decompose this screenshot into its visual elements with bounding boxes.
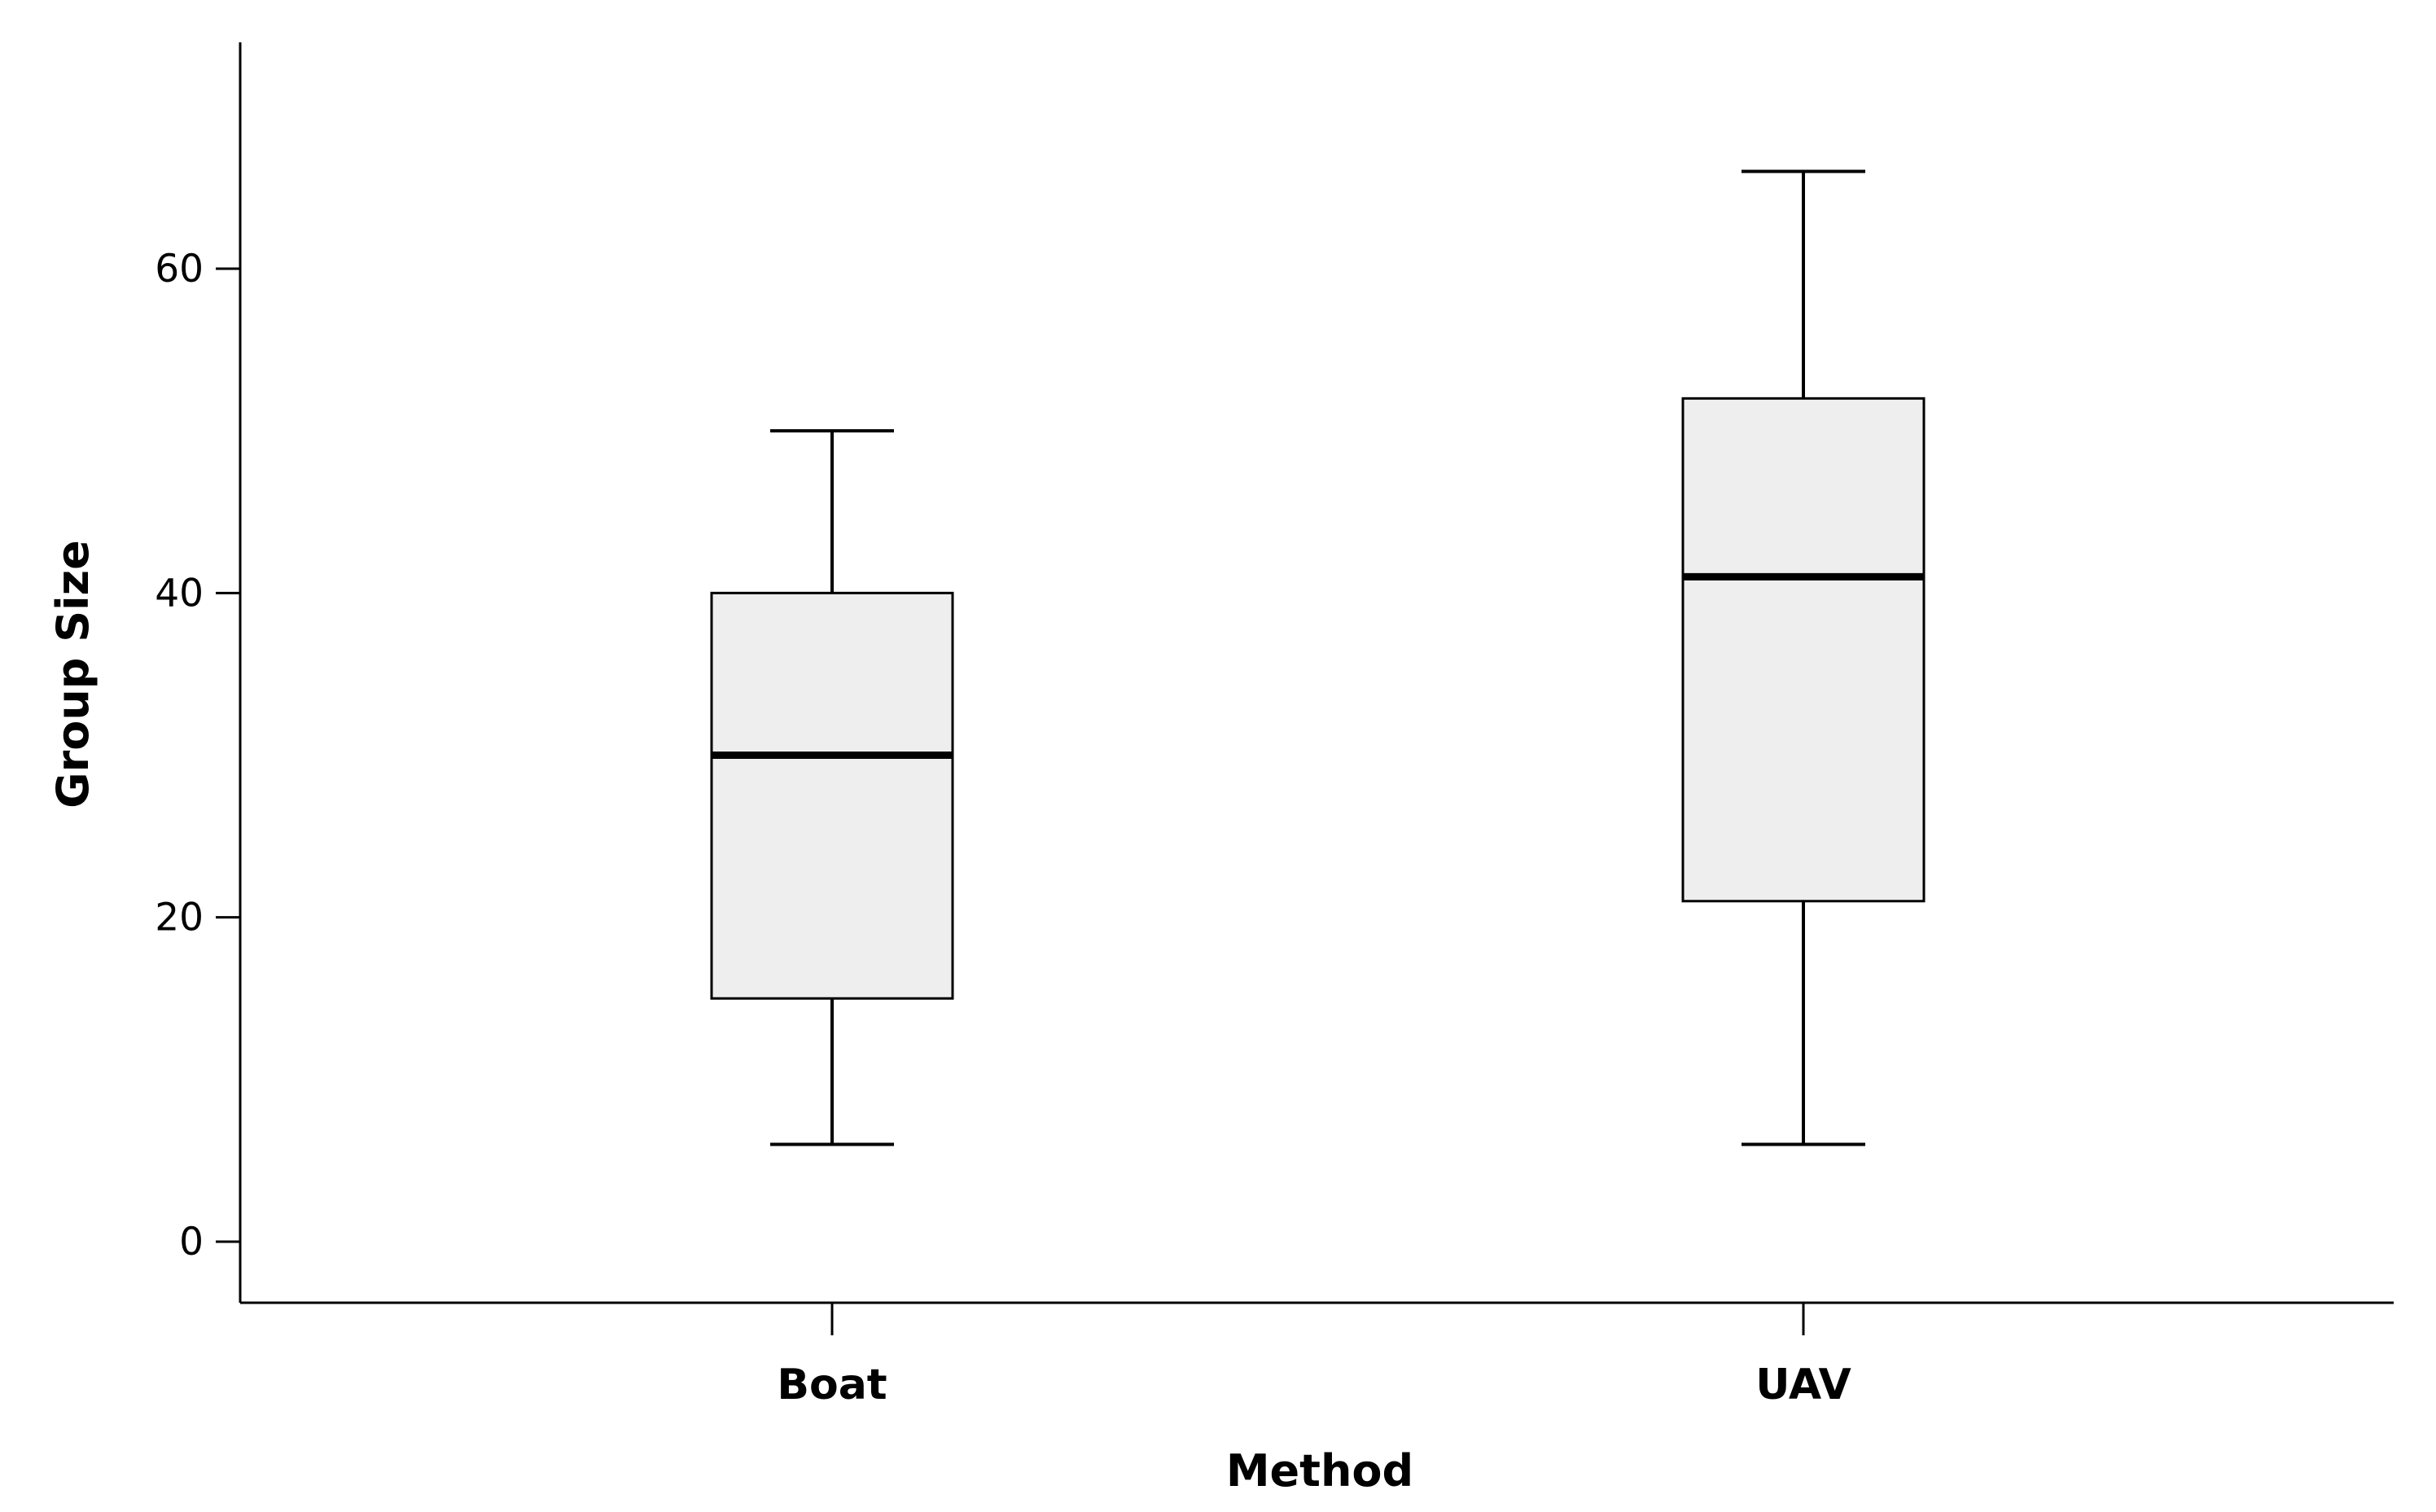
x-axis: Boat UAV [240, 1301, 2394, 1409]
y-axis-title: Group Size [47, 540, 99, 808]
plot-area [710, 169, 1926, 1146]
iqr-box [1681, 397, 1926, 903]
x-axis-title: Method [1226, 1445, 1413, 1497]
x-tick-label: Boat [777, 1361, 887, 1409]
y-tick-label: 0 [179, 1220, 204, 1264]
x-tick-label: UAV [1755, 1361, 1851, 1409]
y-axis: 0 20 40 60 [155, 42, 242, 1303]
y-tick-label: 20 [155, 896, 204, 940]
iqr-box [710, 591, 954, 1000]
box-uav [1681, 169, 1926, 1146]
y-tick-label: 40 [155, 571, 204, 616]
box-boat [710, 429, 954, 1146]
y-tick-label: 60 [155, 247, 204, 291]
